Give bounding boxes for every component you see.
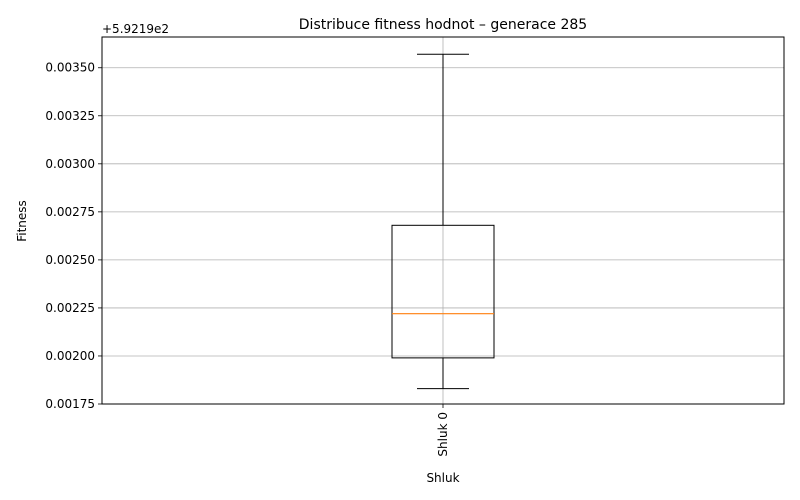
y-tick-label: 0.00175 (45, 397, 95, 411)
y-tick-label: 0.00225 (45, 301, 95, 315)
y-tick-label: 0.00325 (45, 109, 95, 123)
y-axis-offset-label: +5.9219e2 (102, 22, 169, 36)
box-series (391, 53, 495, 390)
x-axis-label: Shluk (426, 471, 459, 485)
y-tick-label: 0.00200 (45, 349, 95, 363)
iqr-box (391, 224, 495, 359)
y-tick-label: 0.00275 (45, 205, 95, 219)
y-tick-label: 0.00350 (45, 61, 95, 75)
y-axis-label: Fitness (15, 200, 29, 242)
y-axis-ticks: 0.00175 0.00200 0.00225 0.00250 0.00275 0.003… (45, 61, 102, 411)
chart-title: Distribuce fitness hodnot – generace 285 (299, 17, 587, 33)
y-tick-label: 0.00250 (45, 253, 95, 267)
x-tick-label: Shluk 0 (436, 412, 450, 457)
y-tick-label: 0.00300 (45, 157, 95, 171)
box-0 (391, 53, 495, 390)
x-axis-ticks: Shluk 0 (436, 404, 450, 457)
